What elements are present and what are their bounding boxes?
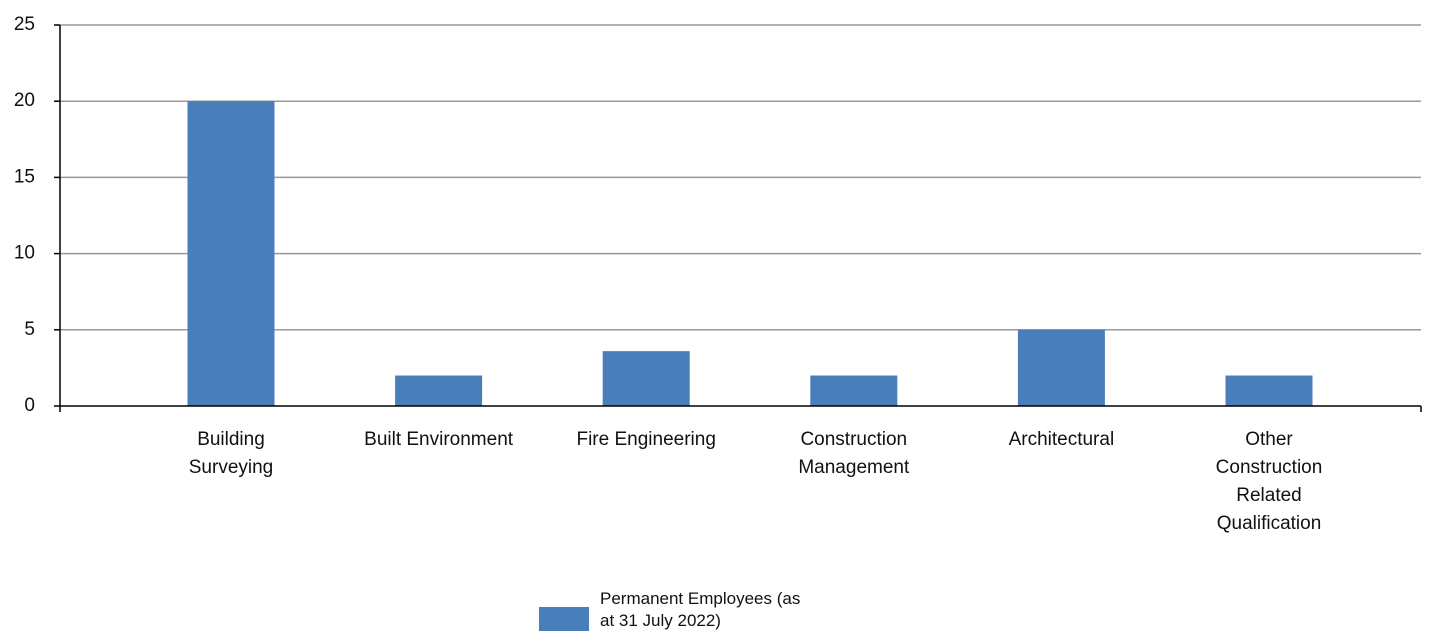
y-tick-label: 25 bbox=[14, 14, 35, 35]
y-tick-label: 15 bbox=[14, 166, 35, 187]
y-tick-label: 0 bbox=[24, 395, 35, 416]
x-tick-label: Fire Engineering bbox=[576, 429, 716, 450]
bar bbox=[1017, 329, 1105, 406]
y-tick-label: 5 bbox=[24, 319, 35, 340]
x-tick-label: Architectural bbox=[1008, 429, 1115, 450]
bar bbox=[810, 375, 898, 406]
x-tick-label: Construction Management bbox=[798, 429, 910, 478]
bar bbox=[602, 351, 690, 406]
y-tick-label: 10 bbox=[14, 243, 35, 264]
x-tick-label: Built Environment bbox=[364, 429, 514, 450]
x-tick-label: Other Construction Related Qualification bbox=[1215, 429, 1323, 534]
bar bbox=[187, 101, 275, 406]
legend-swatch bbox=[539, 607, 589, 631]
bar bbox=[395, 375, 483, 406]
y-tick-label: 20 bbox=[14, 90, 35, 111]
x-tick-label: Building Surveying bbox=[188, 429, 274, 478]
bar bbox=[1225, 375, 1313, 406]
legend-label: Permanent Employees (as at 31 July 2022) bbox=[600, 589, 801, 630]
